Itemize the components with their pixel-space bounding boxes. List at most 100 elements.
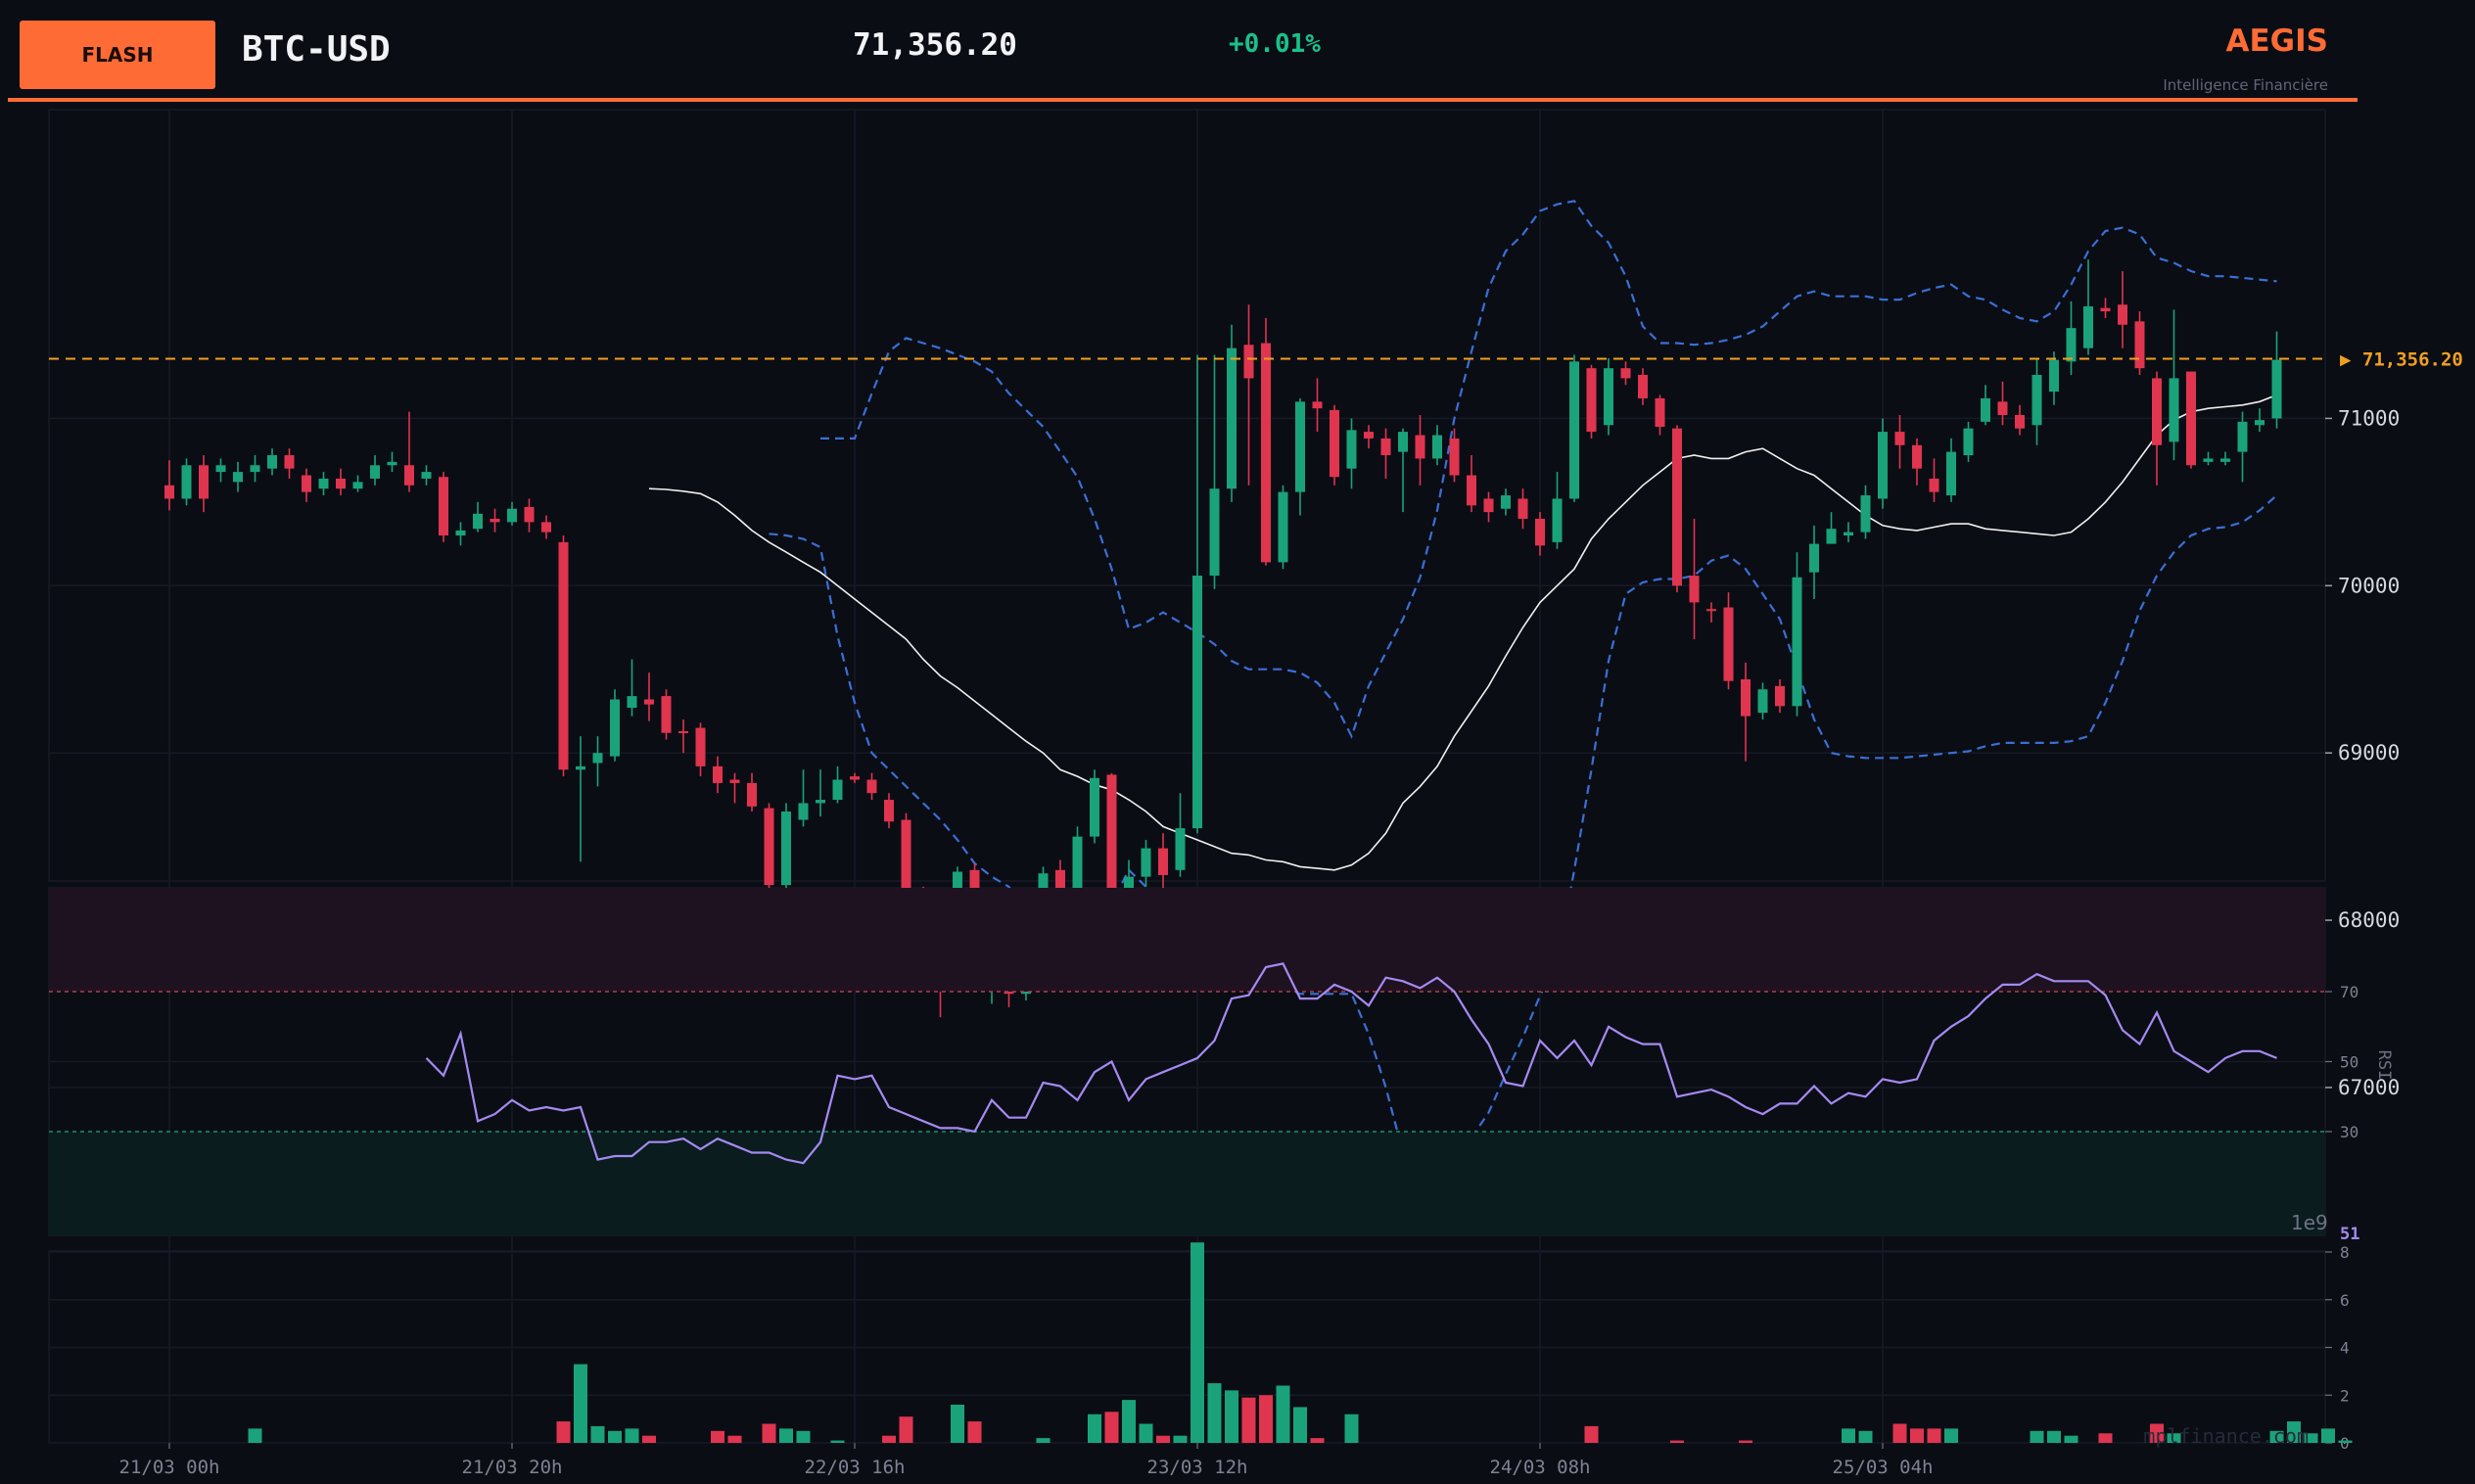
candle-body — [1312, 401, 1323, 409]
time-axis-label: 23/03 12h — [1147, 1457, 1248, 1478]
candle-body — [1209, 488, 1220, 577]
candle-body — [1981, 397, 1990, 422]
flash-badge[interactable]: FLASH — [20, 21, 215, 89]
price-axis-label: 67000 — [2338, 1076, 2400, 1099]
rsi-axis-title: RSI — [2374, 1050, 2394, 1081]
candle-body — [1844, 532, 1853, 536]
candle-body — [233, 472, 243, 483]
candle-body — [781, 811, 791, 886]
candle-body — [541, 522, 551, 533]
brand-tagline: Intelligence Financière — [2163, 76, 2328, 94]
candle-body — [1175, 828, 1186, 870]
candle-body — [1330, 409, 1339, 478]
price-axis-label: 71000 — [2338, 406, 2400, 430]
candle-body — [2118, 304, 2127, 325]
volume-bar — [1842, 1428, 1855, 1443]
candle-body — [1467, 475, 1476, 506]
candle-body — [1638, 374, 1648, 398]
rsi-axis-label: 50 — [2340, 1053, 2358, 1072]
time-axis-label: 21/03 00h — [119, 1457, 220, 1478]
candle-body — [181, 465, 192, 499]
candle-body — [387, 461, 397, 466]
candle-body — [1535, 518, 1545, 546]
candle-body — [1090, 777, 1099, 837]
volume-bar — [625, 1428, 639, 1443]
volume-bar — [1036, 1438, 1051, 1443]
volume-bar — [1584, 1425, 1599, 1443]
candle-body — [1620, 368, 1631, 379]
header-bar: FLASH BTC-USD 71,356.20 +0.01% AEGIS Int… — [0, 0, 2475, 102]
volume-bar — [1088, 1414, 1101, 1443]
candle-body — [1894, 432, 1905, 445]
candle-body — [592, 753, 603, 764]
candle-body — [215, 465, 226, 473]
volume-bar — [1104, 1412, 1119, 1443]
volume-axis-label: 2 — [2340, 1386, 2350, 1405]
volume-bar — [779, 1428, 793, 1443]
candle-body — [1689, 576, 1700, 603]
candle-body — [764, 808, 774, 886]
candle-body — [1243, 345, 1254, 379]
volume-axis-label: 0 — [2340, 1434, 2350, 1453]
volume-bar — [556, 1421, 571, 1443]
candle-body — [1518, 498, 1528, 519]
volume-bar — [590, 1425, 605, 1443]
candle-body — [490, 518, 500, 523]
volume-bar — [2167, 1433, 2181, 1443]
volume-bar — [1944, 1428, 1958, 1443]
candle-body — [1860, 495, 1871, 533]
time-axis-label: 22/03 16h — [805, 1457, 906, 1478]
candle-body — [2271, 359, 2282, 419]
volume-bar — [248, 1428, 262, 1443]
candle-body — [318, 478, 329, 489]
price-panel — [48, 109, 2326, 882]
candle-body — [866, 779, 877, 794]
candle-body — [1878, 432, 1888, 499]
candle-body — [901, 819, 911, 893]
candle-body — [2186, 371, 2196, 466]
candle-body — [816, 800, 825, 804]
price-change: +0.01% — [1229, 29, 1321, 59]
volume-bar — [1344, 1414, 1359, 1443]
last-price: 71,356.20 — [853, 27, 1017, 63]
candle-body — [1569, 361, 1579, 499]
candle-body — [1552, 498, 1563, 542]
volume-bar — [2287, 1421, 2301, 1443]
candle-body — [2100, 307, 2111, 312]
volume-bar — [2269, 1430, 2284, 1443]
volume-bar — [2064, 1435, 2078, 1443]
rsi-axis-label: 30 — [2340, 1123, 2358, 1141]
candle-body — [1483, 498, 1494, 513]
candle-body — [1380, 438, 1391, 456]
volume-bar — [2304, 1433, 2318, 1443]
volume-bar — [2338, 1440, 2353, 1443]
sma-line — [648, 394, 2277, 871]
volume-bar — [1259, 1395, 1273, 1443]
volume-bar — [1173, 1435, 1188, 1443]
volume-bar — [1310, 1438, 1325, 1443]
volume-bar — [2321, 1428, 2335, 1443]
candle-body — [439, 477, 448, 536]
candle-body — [1672, 428, 1682, 586]
candle-body — [336, 478, 346, 489]
candle-body — [1757, 689, 1768, 714]
volume-bar — [1156, 1435, 1170, 1443]
candle-body — [1398, 432, 1408, 452]
candle-body — [473, 513, 483, 530]
candle-body — [1963, 428, 1974, 456]
volume-bar — [1207, 1383, 1222, 1443]
candle-body — [2015, 415, 2025, 429]
volume-bar — [1191, 1242, 1204, 1443]
candle-body — [284, 455, 295, 469]
candle-body — [884, 800, 894, 822]
candle-body — [558, 541, 569, 770]
volume-bar — [1910, 1428, 1924, 1443]
candle-body — [421, 472, 432, 479]
volume-bar — [1241, 1397, 1256, 1443]
rsi-axis-label: 70 — [2340, 983, 2358, 1001]
candle-body — [370, 465, 380, 479]
candle-body — [455, 530, 466, 536]
watermark: mplfinance.com — [2143, 1424, 2309, 1448]
candle-body — [1141, 848, 1151, 877]
